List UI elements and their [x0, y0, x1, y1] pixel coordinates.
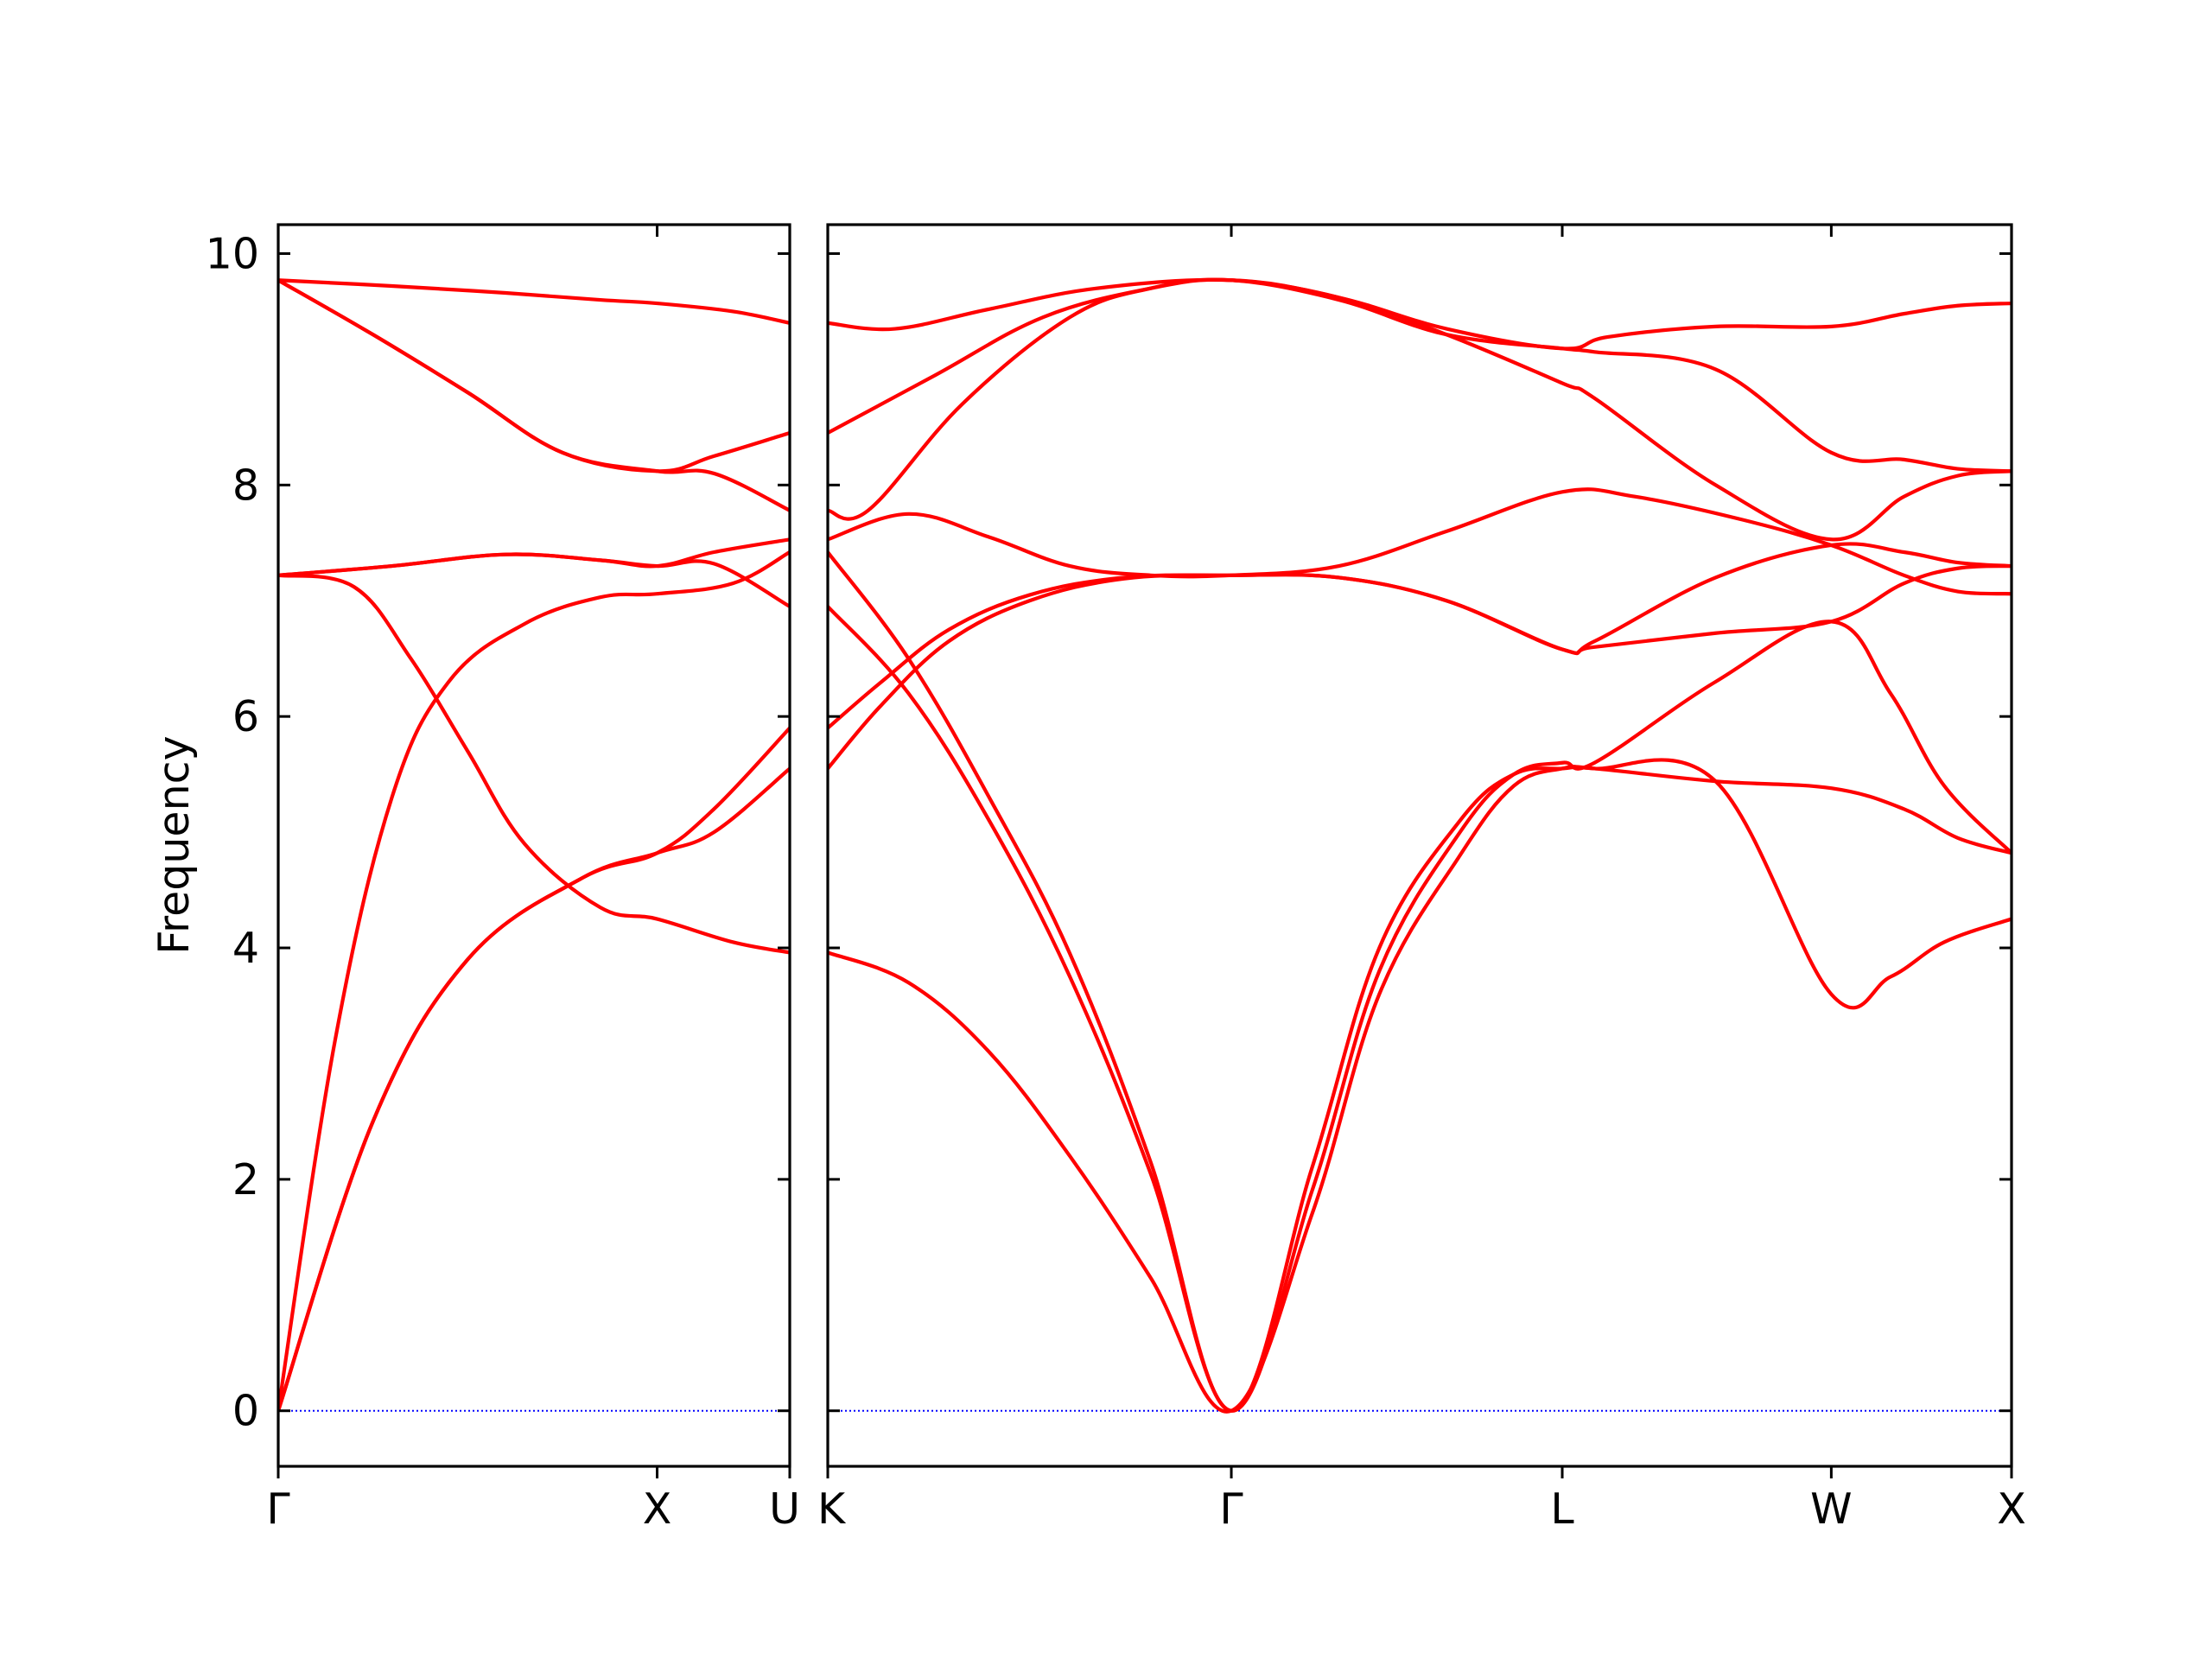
y-tick-label: 4 — [232, 924, 259, 973]
band-line — [278, 550, 790, 1413]
band-line — [828, 604, 2012, 1413]
bands-group — [828, 277, 2012, 1414]
y-tick-label: 10 — [206, 229, 259, 278]
band-line — [278, 278, 790, 512]
band-line — [278, 573, 790, 955]
y-tick-label: 2 — [232, 1155, 259, 1205]
band-line — [278, 537, 790, 577]
band-line — [278, 278, 790, 474]
y-tick-label: 8 — [232, 461, 259, 510]
x-tick-label: X — [643, 1484, 672, 1534]
x-tick-label: U — [769, 1484, 800, 1534]
band-line — [828, 563, 2012, 771]
band-line — [278, 726, 790, 1413]
y-tick-label: 6 — [232, 692, 259, 741]
band-line — [828, 277, 2012, 521]
band-line — [828, 277, 2012, 351]
band-line — [278, 766, 790, 1413]
band-line — [828, 542, 2012, 730]
y-axis-label: Frequency — [149, 735, 199, 954]
bands-group — [278, 278, 790, 1413]
x-tick-label: Γ — [266, 1484, 290, 1534]
panel-frame — [276, 223, 791, 1468]
x-tick-label: K — [817, 1484, 847, 1534]
band-line — [828, 487, 2012, 596]
x-tick-label: X — [1997, 1484, 2026, 1534]
band-line — [278, 552, 790, 609]
x-tick-label: W — [1810, 1484, 1852, 1534]
left-panel: 0 2 4 6 8 10 Γ X U — [206, 223, 800, 1534]
band-line — [828, 550, 2012, 1413]
band-line — [828, 764, 2012, 1414]
band-line — [828, 277, 2012, 542]
y-tick-label: 0 — [232, 1387, 259, 1436]
x-tick-label: Γ — [1219, 1484, 1243, 1534]
x-tick-label: L — [1550, 1484, 1574, 1534]
band-line — [278, 278, 790, 325]
panel-frame — [826, 223, 2013, 1468]
